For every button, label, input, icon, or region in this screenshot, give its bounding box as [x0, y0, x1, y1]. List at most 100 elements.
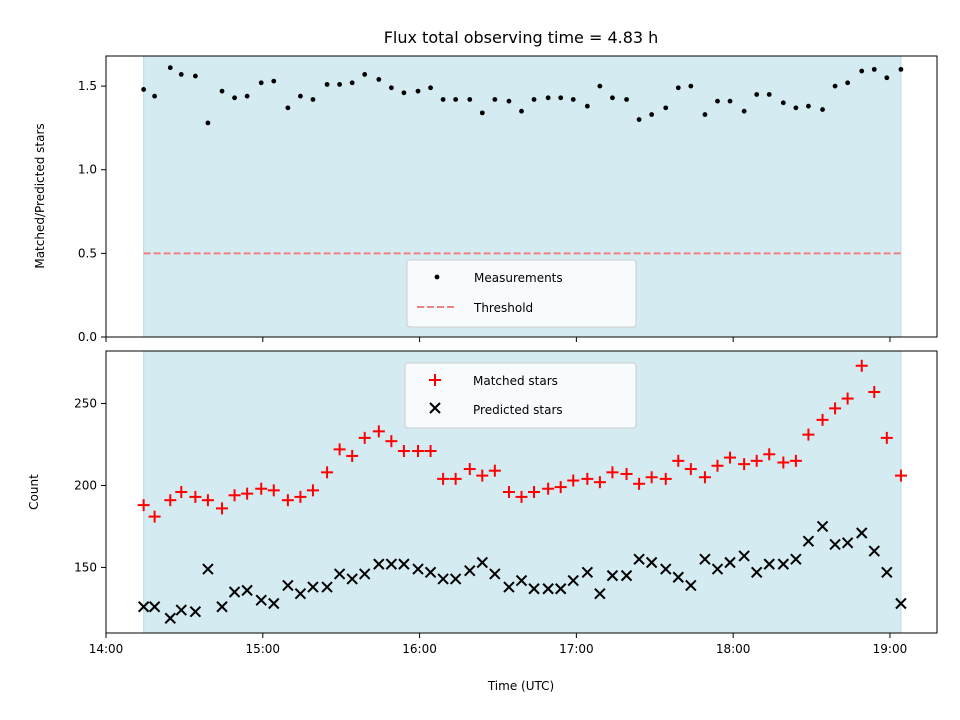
- measurements-point: [167, 65, 173, 71]
- matched-stars-point: [645, 471, 658, 484]
- measurements-point: [820, 107, 825, 112]
- measurements-point: [610, 95, 615, 101]
- measurements-point: [492, 97, 498, 102]
- measurements-point: [688, 83, 694, 89]
- measurements-point: [780, 100, 786, 106]
- measurements-point: [545, 95, 551, 101]
- measurements-point: [349, 80, 355, 86]
- count-y-tick-label: 250: [74, 396, 97, 410]
- measurements-point: [178, 71, 184, 77]
- matched-stars-point: [358, 431, 371, 444]
- x-tick-label: 14:00: [89, 642, 124, 656]
- measurements-point: [337, 82, 343, 87]
- matched-stars-point: [829, 402, 842, 415]
- ratio-y-tick-label: 0.0: [78, 330, 97, 344]
- matched-stars-point: [711, 459, 724, 472]
- predicted-stars-point: [554, 583, 567, 595]
- measurements-point: [506, 98, 512, 104]
- predicted-stars-point: [633, 553, 645, 565]
- matched-stars-point: [855, 359, 868, 372]
- measurements-point: [324, 82, 330, 87]
- measurements-point: [428, 85, 433, 91]
- predicted-stars-point: [620, 569, 633, 582]
- measurements-point: [310, 97, 316, 102]
- measurements-point: [440, 97, 446, 102]
- measurements-point: [479, 110, 485, 116]
- x-tick-label: 15:00: [245, 642, 280, 656]
- matched-stars-point: [346, 449, 359, 462]
- matched-stars-point: [633, 477, 646, 490]
- predicted-stars-point: [606, 569, 619, 582]
- predicted-stars-point: [711, 563, 724, 575]
- matched-stars-point: [802, 428, 815, 441]
- measurements-point: [859, 68, 865, 74]
- predicted-stars-point: [724, 556, 736, 569]
- matched-stars-point: [228, 489, 241, 502]
- predicted-stars-point: [148, 601, 161, 613]
- matched-stars-point: [463, 463, 476, 476]
- predicted-stars-point: [790, 553, 802, 565]
- predicted-stars-point: [581, 566, 594, 579]
- predicted-stars-point: [868, 545, 880, 557]
- matched-stars-point: [294, 490, 307, 503]
- measurements-point: [415, 88, 421, 94]
- predicted-stars-point: [373, 558, 385, 570]
- predicted-stars-point: [750, 566, 763, 579]
- predicted-stars-point: [567, 574, 579, 587]
- predicted-stars-point: [856, 527, 868, 539]
- matched-stars-point: [515, 490, 528, 503]
- predicted-stars-point: [255, 594, 267, 606]
- measurements-point: [271, 78, 277, 84]
- count-legend-box: [404, 362, 637, 429]
- measurements-point: [845, 80, 851, 86]
- measurements-point: [570, 97, 576, 102]
- legend-marker-measurements: [434, 274, 440, 280]
- predicted-stars-point: [841, 537, 854, 549]
- matched-stars-point: [593, 476, 606, 489]
- matched-stars-point: [189, 490, 202, 503]
- legend-marker-predicted: [429, 402, 441, 414]
- measurements-point: [362, 71, 368, 77]
- measurements-point: [298, 93, 303, 99]
- predicted-stars-point: [385, 558, 398, 570]
- measurements-point: [558, 95, 564, 101]
- matched-stars-point: [412, 445, 425, 458]
- matched-stars-point: [241, 487, 254, 500]
- predicted-stars-point: [476, 556, 489, 569]
- predicted-stars-point: [437, 573, 449, 585]
- measurements-point: [702, 112, 708, 117]
- ratio-panel: Flux total observing time = 4.83 h Match…: [33, 28, 938, 344]
- matched-stars-point: [554, 481, 567, 494]
- matched-stars-point: [385, 435, 398, 448]
- legend-label-measurements: Measurements: [474, 271, 563, 285]
- predicted-stars-point: [660, 563, 672, 575]
- predicted-stars-point: [359, 568, 371, 580]
- measurements-point: [663, 105, 669, 111]
- measurements-point: [584, 103, 590, 109]
- predicted-stars-point: [503, 581, 515, 593]
- predicted-stars-point: [412, 563, 424, 575]
- count-panel: Count Time (UTC) 150 200 250 14:00 15:00 16:…: [27, 350, 938, 693]
- predicted-stars-point: [685, 579, 697, 592]
- matched-stars-point: [738, 458, 751, 471]
- predicted-stars-point: [175, 604, 187, 616]
- matched-stars-point: [542, 482, 555, 495]
- predicted-stars-point: [346, 573, 358, 585]
- measurements-point: [453, 97, 459, 102]
- predicted-stars-point: [164, 612, 176, 624]
- predicted-stars-point: [528, 583, 540, 595]
- ratio-y-axis-label: Matched/Predicted stars: [33, 123, 47, 268]
- predicted-stars-point: [672, 571, 684, 583]
- measurements-point: [376, 77, 382, 82]
- measurements-point: [715, 98, 720, 104]
- matched-stars-point: [281, 494, 294, 507]
- count-legend: Matched stars Predicted stars: [404, 362, 637, 429]
- measurements-point: [519, 108, 524, 114]
- x-tick-label: 16:00: [402, 642, 437, 656]
- matched-stars-point: [175, 486, 188, 498]
- legend-label-matched: Matched stars: [473, 374, 558, 388]
- matched-stars-point: [777, 456, 790, 469]
- x-axis-label: Time (UTC): [487, 679, 554, 693]
- legend-marker-matched: [429, 374, 441, 386]
